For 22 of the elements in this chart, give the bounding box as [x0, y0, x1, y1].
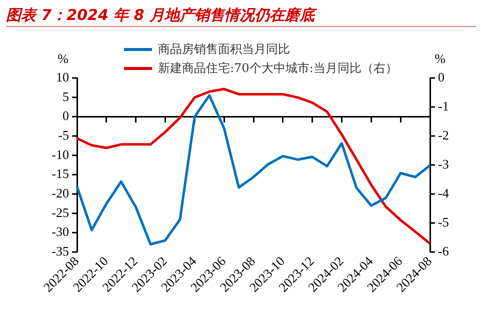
- y-tick-label: 5: [62, 88, 69, 104]
- y-tick-label: -5: [58, 127, 69, 142]
- y-axis-title: %: [58, 50, 69, 66]
- y-tick-label: 10: [56, 69, 69, 84]
- y-tick-label: 0: [62, 108, 69, 124]
- y-tick-label: -15: [52, 166, 69, 182]
- y-tick-label: -20: [52, 185, 69, 200]
- y2-tick-label: -2: [438, 127, 449, 142]
- legend-label: 商品房销售面积当月同比: [158, 41, 290, 58]
- y-tick-label: -10: [52, 146, 69, 162]
- y2-tick-label: -4: [438, 185, 450, 200]
- y2-tick-label: -5: [438, 214, 449, 230]
- legend-label: 新建商品住宅:70个大中城市:当月同比（右）: [158, 60, 398, 77]
- y2-tick-label: -3: [438, 156, 449, 172]
- y2-tick-label: -1: [438, 98, 449, 114]
- y2-axis-title: %: [434, 50, 446, 66]
- y-tick-label: -25: [52, 204, 69, 220]
- chart-title: 图表 7：2024 年 8 月地产销售情况仍在磨底: [6, 4, 476, 27]
- y2-tick-label: 0: [438, 69, 444, 84]
- y-tick-label: -30: [52, 224, 69, 240]
- y2-tick-label: -6: [438, 243, 450, 258]
- y-tick-label: -35: [52, 243, 69, 258]
